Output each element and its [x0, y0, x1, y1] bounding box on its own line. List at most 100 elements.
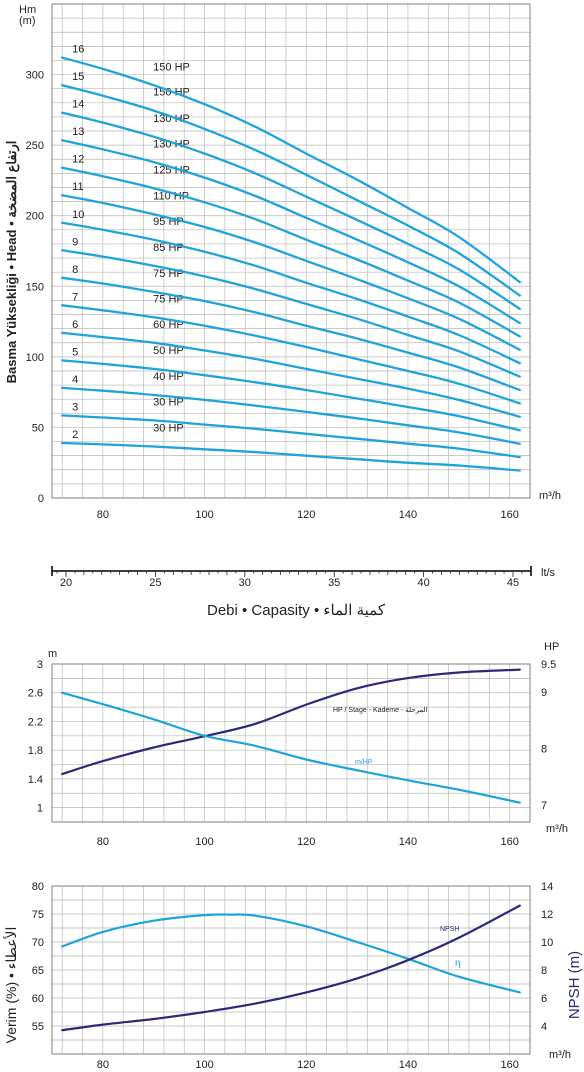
power-grid	[52, 664, 530, 822]
head-curve-stage-13	[61, 139, 521, 325]
power-left-unit: m	[48, 648, 57, 660]
stage-label: 10	[72, 209, 84, 221]
head-y-tick: 200	[26, 211, 44, 223]
stage-label: 9	[72, 236, 78, 248]
lts-tick-label: 25	[149, 577, 161, 589]
lts-tick-label: 35	[328, 577, 340, 589]
head-grid	[52, 4, 530, 498]
efficiency-x-tick: 120	[297, 1059, 315, 1071]
power-right-tick: 7	[541, 800, 547, 812]
head-y-unit: Hm	[19, 4, 36, 16]
efficiency-left-tick: 70	[32, 937, 44, 949]
head-series: 230 HP3 30 HP4 40 HP5 50 HP6 60 HP7 75 HP8 75 …	[61, 44, 521, 472]
head-x-tick: 160	[500, 509, 518, 521]
efficiency-ticks: 55 60 65 70 75 80 4 6 8 10 12 14 80 100 120 140 160	[32, 881, 554, 1071]
head-x-unit: m³/h	[539, 490, 561, 502]
lts-tick-label: 20	[60, 577, 72, 589]
head-y-axis-title: Basma Yüksekliği • Head • ارتفاع المضخة	[4, 141, 20, 384]
npsh-right-tick: 14	[541, 881, 553, 893]
power-x-tick: 80	[97, 836, 109, 848]
efficiency-left-tick: 80	[32, 881, 44, 893]
head-y-tick: 100	[26, 352, 44, 364]
stage-label: 13	[72, 126, 84, 138]
power-series	[61, 668, 521, 804]
head-y-tick: 50	[32, 422, 44, 434]
head-curve-stage-10	[61, 221, 521, 365]
npsh-right-tick: 10	[541, 937, 553, 949]
power-x-tick: 120	[297, 836, 315, 848]
head-curve-stage-4	[61, 386, 521, 445]
head-curve-stage-8	[61, 276, 521, 392]
flow-axis-title: Debi • Capasity • كمية الماء	[207, 602, 386, 619]
power-label: 30 HP	[153, 397, 184, 409]
head-y-unit-sub: (m)	[19, 15, 36, 27]
head-curve-stage-3	[61, 414, 521, 459]
annotation-npsh: NPSH	[440, 926, 459, 933]
power-right-tick: 8	[541, 744, 547, 756]
efficiency-x-unit: m³/h	[549, 1049, 571, 1061]
efficiency-x-tick: 140	[399, 1059, 417, 1071]
power-left-tick: 1	[37, 803, 43, 815]
stage-label: 2	[72, 429, 78, 441]
head-curve-stage-14	[61, 111, 521, 311]
power-ticks: 1 1.4 1.8 2.2 2.6 3 7 8 9 9.5 80 100 120 140 160	[28, 659, 557, 848]
power-left-tick: 1.4	[28, 774, 43, 786]
head-y-tick: 250	[26, 140, 44, 152]
stage-label: 14	[72, 99, 84, 111]
stage-label: 11	[72, 181, 83, 193]
head-curve-stage-11	[61, 194, 521, 351]
lts-tick-label: 40	[417, 577, 429, 589]
stage-label: 6	[72, 319, 78, 331]
npsh-right-tick: 8	[541, 965, 547, 977]
head-curve-stage-6	[61, 331, 521, 418]
stage-label: 15	[72, 71, 84, 83]
stage-label: 7	[72, 291, 78, 303]
power-label: 40 HP	[153, 371, 184, 383]
lts-scale: 20 25 30 35 40 45 lt/s Debi • Capasity • كمية…	[51, 566, 556, 619]
power-left-tick: 3	[37, 659, 43, 671]
power-left-tick: 1.8	[28, 745, 43, 757]
npsh-y-axis-title: NPSH (m)	[566, 951, 583, 1019]
lts-axis-line: 20 25 30 35 40 45	[51, 566, 532, 589]
efficiency-series	[61, 904, 521, 1032]
efficiency-curve	[61, 913, 521, 994]
lts-tick-label: 30	[239, 577, 251, 589]
head-x-tick: 120	[297, 509, 315, 521]
power-x-tick: 140	[399, 836, 417, 848]
head-curve-stage-9	[61, 249, 521, 378]
power-left-tick: 2.6	[28, 688, 43, 700]
npsh-right-tick: 4	[541, 1021, 547, 1033]
efficiency-left-tick: 65	[32, 965, 44, 977]
head-curve-stage-15	[61, 84, 521, 297]
efficiency-x-tick: 100	[195, 1059, 213, 1071]
efficiency-y-axis-title: Verim (%) • الأعطاء	[2, 927, 19, 1044]
head-y-tick: 0	[38, 493, 44, 505]
head-x-ticks: 80 100 120 140 160	[97, 509, 519, 521]
power-label: 30 HP	[153, 423, 184, 435]
stage-label: 8	[72, 264, 78, 276]
power-left-tick: 2.2	[28, 716, 43, 728]
head-x-tick: 100	[195, 509, 213, 521]
lts-tick-label: 45	[507, 577, 519, 589]
head-y-ticks: 0 50 100 150 200 250 300	[26, 70, 44, 505]
power-right-unit: HP	[544, 641, 559, 653]
efficiency-x-tick: 160	[500, 1059, 518, 1071]
npsh-curve	[61, 904, 521, 1032]
stage-label: 16	[72, 44, 84, 56]
efficiency-npsh-chart: Verim (%) • الأعطاء NPSH (m) m³/h NPSH η…	[2, 881, 583, 1071]
power-annotation-m-hp: m/HP	[355, 759, 373, 766]
power-curve-hp-stage	[61, 668, 521, 776]
power-label: 110 HP	[153, 190, 189, 202]
head-y-tick: 300	[26, 70, 44, 82]
efficiency-plot-frame	[51, 885, 531, 1055]
head-curve-stage-5	[61, 359, 521, 432]
head-x-tick: 80	[97, 509, 109, 521]
efficiency-left-tick: 60	[32, 993, 44, 1005]
lts-unit: lt/s	[541, 567, 556, 579]
power-label: 125 HP	[153, 164, 190, 176]
head-curve-stage-7	[61, 304, 521, 405]
efficiency-grid	[52, 886, 530, 1054]
npsh-right-tick: 12	[541, 909, 553, 921]
stage-label: 3	[72, 401, 78, 413]
